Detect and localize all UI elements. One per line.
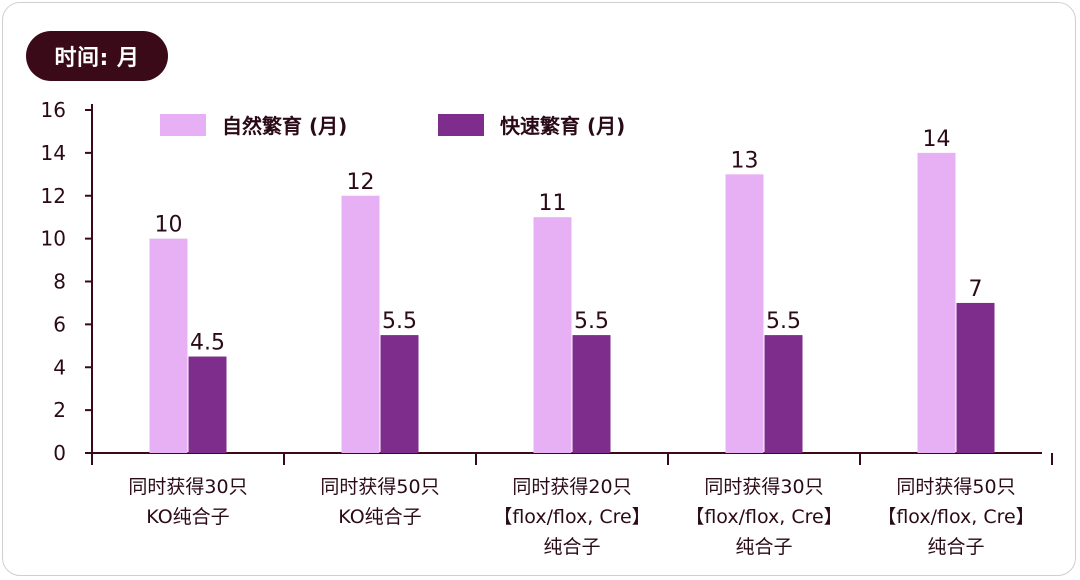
bar-natural-breeding xyxy=(341,195,380,453)
bar-value-label: 10 xyxy=(155,213,183,238)
bar-fast-breeding xyxy=(188,356,227,453)
legend-swatch xyxy=(438,114,484,136)
bar-value-label: 14 xyxy=(923,127,951,152)
bar-value-label: 13 xyxy=(731,148,759,173)
bar-value-label: 5.5 xyxy=(574,309,609,334)
data-labels: 10 12 11 13 14 4.5 5.5 5.5 5.5 7 xyxy=(155,127,983,356)
x-category-label: 同时获得50只【flox/flox, Cre】纯合子 xyxy=(877,476,1034,558)
bar-fast-breeding xyxy=(764,335,803,453)
y-tick-label: 16 xyxy=(41,98,66,122)
x-category-label: 同时获得30只【flox/flox, Cre】纯合子 xyxy=(685,476,842,558)
legend-label: 快速繁育 (月) xyxy=(500,114,625,138)
y-tick-label: 8 xyxy=(53,270,66,294)
y-tick-label: 10 xyxy=(41,227,66,251)
y-tick-label: 2 xyxy=(53,398,66,422)
x-category-label: 同时获得30只 KO纯合子 xyxy=(128,476,247,528)
bar-natural-breeding xyxy=(917,152,956,453)
bar-value-label: 5.5 xyxy=(382,309,417,334)
unit-label-badge: 时间: 月 xyxy=(26,31,168,81)
bar-natural-breeding xyxy=(725,174,764,453)
x-category-label: 同时获得20只【flox/flox, Cre】纯合子 xyxy=(493,476,650,558)
bar-natural-breeding xyxy=(533,217,572,453)
bar-value-label: 12 xyxy=(347,170,375,195)
unit-label-text: 时间: 月 xyxy=(54,46,140,71)
bar-fast-breeding xyxy=(380,335,419,453)
bar-natural-breeding xyxy=(149,238,188,453)
legend: 自然繁育 (月) 快速繁育 (月) xyxy=(160,114,625,138)
bar-value-label: 5.5 xyxy=(766,309,801,334)
bar-fast-breeding xyxy=(572,335,611,453)
y-axis: 0 2 4 6 8 10 12 14 16 xyxy=(41,98,93,465)
legend-label: 自然繁育 (月) xyxy=(222,114,347,138)
y-tick-label: 4 xyxy=(53,355,66,379)
legend-swatch xyxy=(160,114,206,136)
bar-value-label: 7 xyxy=(969,277,983,302)
x-axis: 同时获得30只 KO纯合子 同时获得50只 KO纯合子 同时获得20只【flox/flo… xyxy=(91,452,1053,558)
bar-value-label: 11 xyxy=(539,191,567,216)
bar-value-label: 4.5 xyxy=(190,331,225,356)
bar-fast-breeding xyxy=(956,302,995,453)
x-category-label: 同时获得50只 KO纯合子 xyxy=(320,476,439,528)
bars xyxy=(149,152,995,453)
y-tick-label: 14 xyxy=(41,141,66,165)
y-tick-label: 6 xyxy=(53,312,66,336)
y-tick-label: 0 xyxy=(53,441,66,465)
y-tick-label: 12 xyxy=(41,184,66,208)
